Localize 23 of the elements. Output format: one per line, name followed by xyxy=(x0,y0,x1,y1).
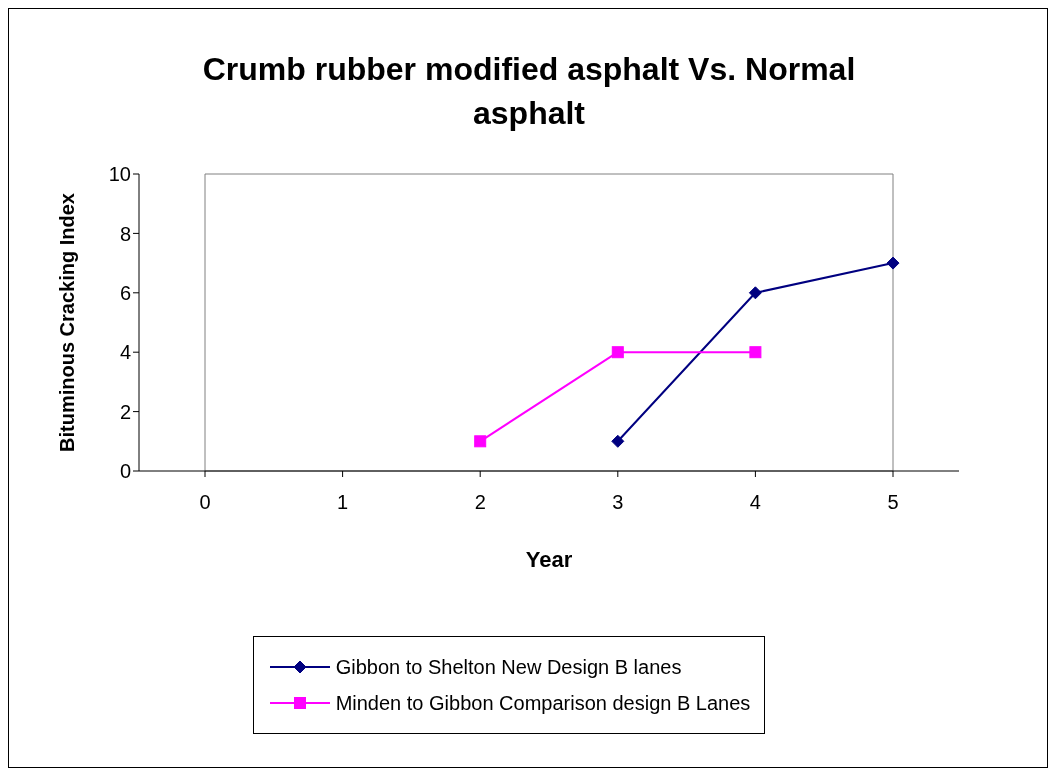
y-tick-label: 8 xyxy=(119,222,131,245)
x-tick-label: 0 xyxy=(199,491,211,514)
point xyxy=(886,256,900,270)
x-tick-label: 1 xyxy=(337,491,349,514)
legend-label: Gibbon to Shelton New Design B lanes xyxy=(335,655,682,679)
point xyxy=(749,346,762,359)
x-tick-label: 3 xyxy=(612,491,624,514)
point xyxy=(611,434,625,448)
legend-label: Minden to Gibbon Comparison design B Lanes xyxy=(335,691,751,715)
x-tick-label: 4 xyxy=(749,491,761,514)
y-tick-label: 10 xyxy=(108,163,131,186)
point xyxy=(611,346,624,359)
y-axis-title: Bituminous Cracking Index xyxy=(56,193,79,452)
y-tick-label: 4 xyxy=(119,341,131,364)
x-tick-label: 2 xyxy=(474,491,486,514)
y-tick-label: 6 xyxy=(119,281,131,304)
point xyxy=(748,286,762,300)
x-axis-title: Year xyxy=(525,546,573,572)
y-tick-label: 0 xyxy=(119,460,131,483)
point xyxy=(474,435,487,448)
x-tick-label: 5 xyxy=(887,491,899,514)
y-tick-label: 2 xyxy=(119,400,131,423)
chart-title: Crumb rubber modified asphalt Vs. Normal asphalt xyxy=(201,50,857,133)
